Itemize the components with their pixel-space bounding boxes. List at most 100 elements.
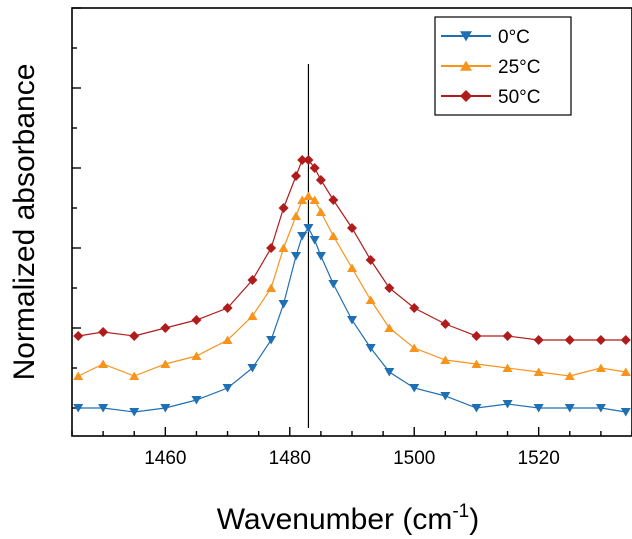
axis-ticks: 1460 1480 1500 1520 [71,7,632,469]
x-axis-title-end: ) [469,503,479,536]
data-point [303,191,314,200]
data-point [278,300,289,309]
data-point [502,331,513,341]
data-point [471,404,482,413]
data-point [98,327,109,337]
legend-label: 50°C [498,87,540,108]
data-point [471,359,482,368]
data-point [129,371,140,380]
data-point [533,335,544,345]
legend-items: 0°C 25°C 50°C [441,27,540,108]
data-point [533,367,544,376]
data-point [365,255,376,265]
data-point [564,371,575,380]
x-tick-label: 1480 [269,448,311,469]
series-layer [73,155,631,417]
series-1 [73,191,631,380]
data-point [309,195,320,204]
data-point [278,203,289,213]
data-point [315,207,326,216]
data-point [309,163,320,173]
data-point [564,335,575,345]
data-point [266,336,277,345]
series-line [77,195,626,377]
data-point [595,404,606,413]
data-point [440,355,451,364]
data-point [315,175,326,185]
data-point [309,236,320,245]
data-point [247,275,258,285]
data-point [266,243,277,253]
legend-label: 25°C [498,57,540,78]
x-axis-title-main: Wavenumber (cm [217,503,453,536]
data-point [278,243,289,252]
legend-label: 0°C [498,27,530,48]
data-point [328,231,339,240]
x-axis-title-superscript: -1 [452,501,469,522]
data-point [98,359,109,368]
data-point [191,315,202,325]
data-point [160,404,171,413]
data-point [73,371,84,380]
data-point [347,223,357,233]
data-point [620,367,631,376]
series-line [78,159,626,341]
data-point [160,359,171,368]
data-point [328,280,339,289]
data-point [440,392,451,401]
data-point [409,303,420,313]
series-2 [73,155,631,345]
data-point [73,331,84,341]
x-axis-title: Wavenumber (cm-1) [217,501,480,536]
x-tick-label: 1460 [144,448,186,469]
data-point [620,408,631,417]
y-axis-title: Normalized absorbance [8,64,41,381]
x-tick-label: 1500 [393,448,435,469]
data-point [471,331,482,341]
data-point [502,400,513,409]
legend-marker [460,90,472,102]
data-point [564,404,575,413]
data-point [533,404,544,413]
x-tick-label: 1520 [518,448,560,469]
data-point [595,363,606,372]
data-point [384,323,395,332]
data-point [303,224,314,233]
data-point [266,283,277,292]
data-point [384,368,395,377]
data-point [303,155,314,165]
data-point [291,252,301,261]
data-point [347,316,357,325]
data-point [365,344,376,353]
data-point [595,335,606,345]
data-point [328,195,339,205]
data-point [409,384,420,393]
data-point [297,155,308,165]
data-point [291,171,301,181]
data-point [247,364,258,373]
data-point [247,311,258,320]
data-point [297,232,308,241]
data-point [129,408,140,417]
data-point [291,211,301,220]
data-point [315,252,326,261]
data-point [222,335,233,344]
legend: 0°C 25°C 50°C [434,16,572,116]
series-line [78,226,626,413]
data-point [191,351,202,360]
data-point [502,363,513,372]
data-point [409,343,420,352]
data-point [129,331,140,341]
data-point [222,303,233,313]
data-point [384,283,395,293]
data-point [160,323,171,333]
data-point [620,335,631,345]
legend-marker [460,60,472,71]
data-point [191,396,202,405]
data-point [297,195,308,204]
data-point [440,319,451,329]
data-point [222,384,233,393]
data-point [347,263,357,272]
data-point [365,295,376,304]
